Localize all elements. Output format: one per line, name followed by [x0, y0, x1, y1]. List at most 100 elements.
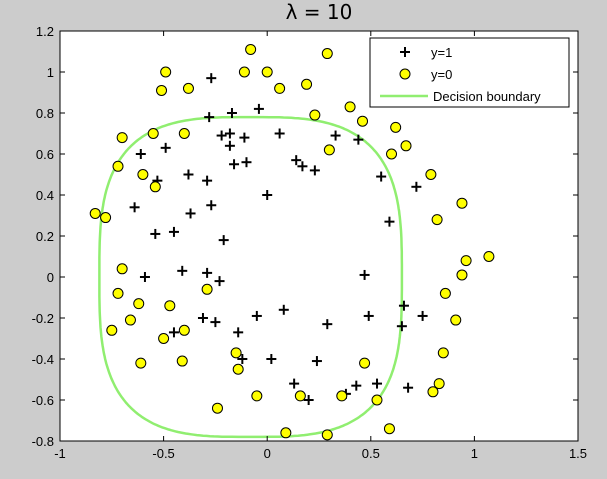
- point-positive: [216, 130, 227, 141]
- point-negative: [232, 363, 244, 375]
- point-negative: [390, 121, 402, 133]
- point-positive: [266, 354, 277, 364]
- decision-boundary-line: [98, 115, 404, 439]
- point-positive: [226, 108, 237, 118]
- point-negative: [437, 347, 449, 359]
- point-positive: [150, 228, 161, 239]
- point-positive: [372, 378, 383, 389]
- point-negative: [274, 82, 286, 94]
- ticks-layer: -1 -0.5 0 0.5 1 1.5 -0.8 -0.6 -0.4 -0.2 0 0.2 0.4 0.6…: [32, 24, 587, 461]
- point-positive: [237, 354, 248, 364]
- point-positive: [353, 134, 364, 145]
- point-negative: [483, 251, 495, 262]
- x-tick-label: 0.5: [362, 446, 380, 461]
- point-positive: [351, 380, 362, 391]
- legend-label-positive: y=1: [431, 45, 452, 60]
- point-negative: [261, 66, 273, 78]
- point-negative: [100, 212, 112, 224]
- point-positive: [139, 272, 150, 282]
- point-positive: [185, 208, 196, 219]
- x-tick-label: 1: [471, 446, 478, 461]
- point-negative: [301, 78, 313, 90]
- point-negative: [371, 394, 383, 406]
- point-positive: [224, 140, 235, 151]
- point-positive: [177, 265, 188, 276]
- point-positive: [239, 132, 250, 143]
- point-positive: [278, 304, 289, 315]
- y-tick-label: -0.4: [32, 352, 54, 367]
- point-positive: [384, 216, 395, 227]
- point-negative: [158, 333, 170, 344]
- y-tick-label: 0.6: [36, 147, 54, 162]
- point-negative: [178, 128, 190, 139]
- point-negative: [456, 269, 468, 281]
- point-negative: [336, 390, 348, 402]
- point-negative: [431, 214, 443, 226]
- point-positive: [206, 200, 217, 211]
- point-negative: [230, 347, 242, 359]
- point-negative: [280, 427, 292, 439]
- point-positive: [309, 165, 320, 176]
- point-negative: [344, 101, 356, 113]
- y-tick-label: -0.6: [32, 393, 54, 408]
- point-positive: [218, 235, 229, 246]
- point-positive: [376, 171, 387, 182]
- point-positive: [253, 103, 264, 114]
- point-positive: [160, 142, 171, 153]
- y-tick-label: 0.8: [36, 106, 54, 121]
- point-negative: [439, 287, 451, 299]
- x-tick-label: 1.5: [569, 446, 587, 461]
- point-negative: [211, 402, 223, 414]
- point-positive: [411, 181, 422, 192]
- point-positive: [289, 378, 300, 389]
- point-negative: [294, 390, 306, 402]
- y-tick-label: 0.2: [36, 229, 54, 244]
- point-positive: [183, 169, 194, 180]
- point-negative: [89, 207, 101, 219]
- y-tick-label: 0.4: [36, 188, 54, 203]
- chart-title: λ = 10: [286, 0, 353, 24]
- point-positive: [168, 226, 179, 237]
- point-negative: [156, 84, 168, 96]
- point-positive: [241, 157, 252, 168]
- point-negative: [106, 324, 118, 336]
- point-negative: [164, 300, 176, 312]
- point-positive: [330, 130, 341, 141]
- boundary-layer: [98, 115, 404, 439]
- point-negative: [357, 115, 369, 127]
- point-positive: [214, 276, 225, 287]
- point-positive: [291, 155, 302, 166]
- point-negative: [112, 287, 124, 299]
- point-negative: [427, 386, 439, 398]
- y-tick-label: 0: [47, 270, 54, 285]
- point-negative: [201, 283, 213, 295]
- point-positive: [229, 159, 240, 170]
- legend-marker-positive: [400, 47, 410, 57]
- point-positive: [417, 310, 428, 321]
- x-tick-label: -1: [54, 446, 66, 461]
- point-positive: [359, 269, 370, 280]
- legend-marker-negative: [399, 68, 411, 80]
- point-negative: [321, 48, 333, 60]
- point-positive: [311, 356, 322, 367]
- point-negative: [149, 181, 161, 193]
- point-positive: [210, 317, 221, 328]
- point-positive: [251, 310, 262, 321]
- legend: y=1 y=0 Decision boundary: [369, 37, 570, 108]
- point-negative: [147, 128, 159, 139]
- point-positive: [202, 267, 213, 278]
- point-positive: [403, 382, 414, 393]
- point-negative: [309, 109, 321, 121]
- point-negative: [460, 255, 472, 267]
- point-positive: [224, 128, 235, 139]
- point-negative: [133, 298, 145, 310]
- point-positive: [363, 310, 374, 321]
- point-negative: [400, 140, 412, 152]
- point-positive: [129, 202, 140, 213]
- point-negative: [124, 314, 136, 326]
- point-negative: [116, 263, 128, 275]
- point-positive: [274, 128, 285, 139]
- point-negative: [456, 197, 468, 209]
- point-positive: [398, 300, 409, 311]
- point-negative: [245, 43, 257, 55]
